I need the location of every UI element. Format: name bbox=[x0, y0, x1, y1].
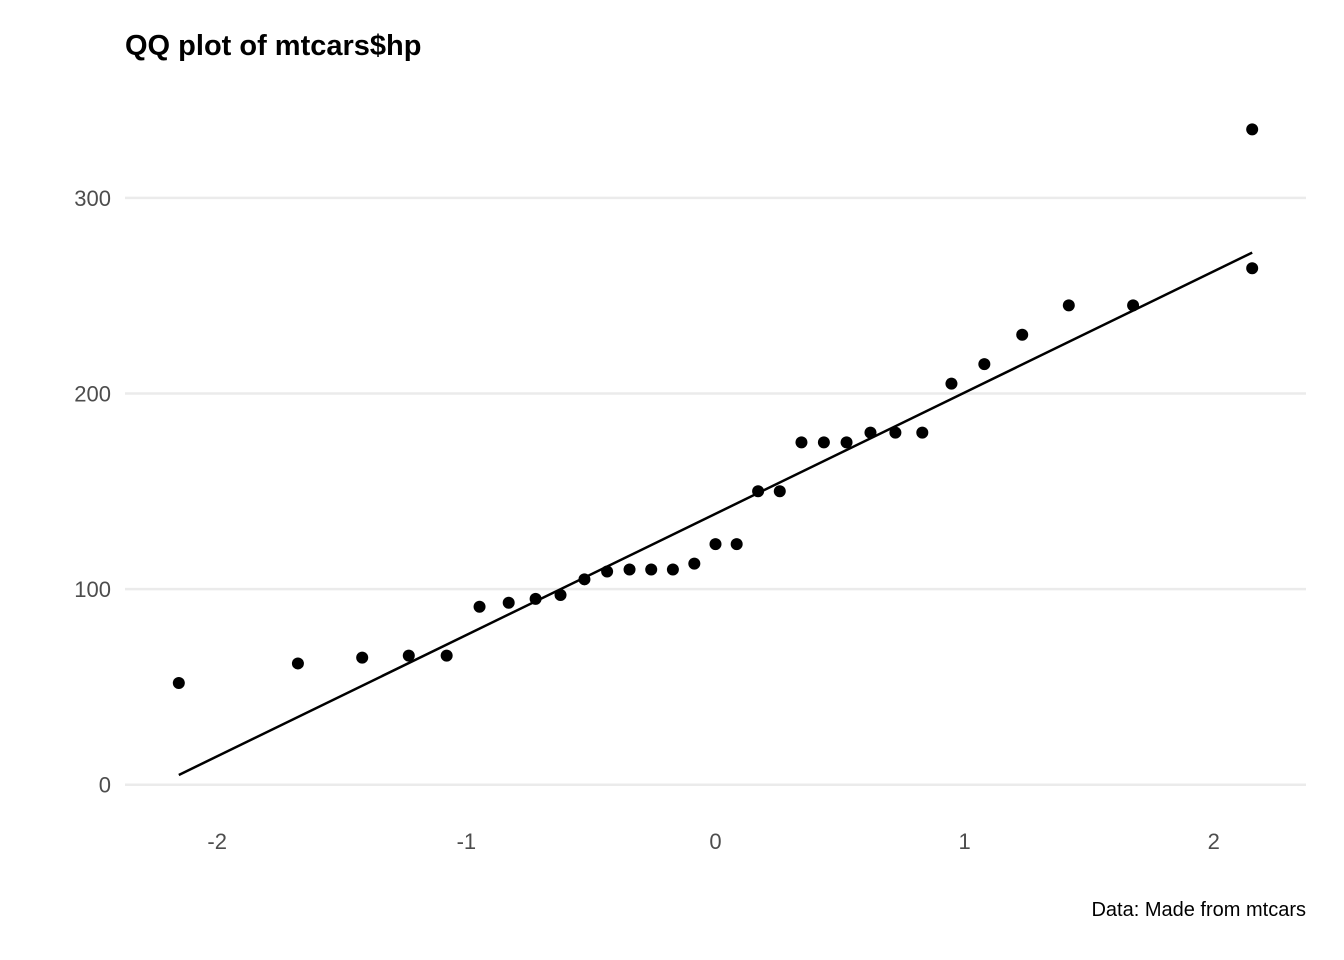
chart-title: QQ plot of mtcars$hp bbox=[125, 30, 422, 62]
data-point-32 bbox=[1246, 123, 1259, 136]
data-point-25 bbox=[916, 426, 929, 439]
data-point-20 bbox=[795, 436, 808, 449]
data-point-19 bbox=[773, 485, 786, 498]
data-point-27 bbox=[978, 358, 991, 371]
data-point-14 bbox=[666, 563, 679, 576]
data-point-22 bbox=[840, 436, 853, 449]
y-tick-label-300: 300 bbox=[74, 186, 111, 211]
reference-line bbox=[178, 251, 1253, 777]
data-point-15 bbox=[688, 557, 701, 570]
data-point-7 bbox=[502, 596, 515, 609]
data-point-5 bbox=[440, 649, 453, 662]
data-point-13 bbox=[645, 563, 658, 576]
data-point-26 bbox=[945, 377, 958, 390]
data-point-23 bbox=[864, 426, 877, 439]
data-point-10 bbox=[578, 573, 591, 586]
data-point-24 bbox=[889, 426, 902, 439]
data-point-18 bbox=[752, 485, 765, 498]
data-point-29 bbox=[1062, 299, 1075, 312]
x-tick-label-2: 2 bbox=[1208, 829, 1220, 854]
reference-line-group bbox=[178, 251, 1253, 777]
grid-lines bbox=[125, 196, 1306, 786]
data-point-17 bbox=[730, 538, 743, 551]
y-axis-tick-labels: 0 100 200 300 bbox=[74, 186, 111, 798]
data-point-31 bbox=[1246, 262, 1259, 275]
data-points bbox=[172, 123, 1259, 690]
x-axis-tick-labels: -2 -1 0 1 2 bbox=[207, 829, 1220, 854]
data-point-2 bbox=[291, 657, 304, 670]
x-tick-label-1: 1 bbox=[959, 829, 971, 854]
data-point-28 bbox=[1016, 328, 1029, 341]
data-point-6 bbox=[473, 600, 486, 613]
y-tick-label-100: 100 bbox=[74, 577, 111, 602]
y-tick-label-200: 200 bbox=[74, 381, 111, 406]
data-point-3 bbox=[356, 651, 369, 664]
data-point-12 bbox=[623, 563, 636, 576]
x-tick-label--1: -1 bbox=[457, 829, 477, 854]
x-tick-label-0: 0 bbox=[709, 829, 721, 854]
data-point-8 bbox=[529, 592, 542, 605]
data-point-16 bbox=[709, 538, 722, 551]
data-point-1 bbox=[172, 677, 185, 690]
chart-caption: Data: Made from mtcars bbox=[1091, 899, 1306, 921]
data-point-9 bbox=[554, 588, 567, 601]
y-tick-label-0: 0 bbox=[99, 773, 111, 798]
data-point-30 bbox=[1127, 299, 1140, 312]
x-tick-label--2: -2 bbox=[207, 829, 227, 854]
data-point-21 bbox=[817, 436, 830, 449]
data-point-4 bbox=[402, 649, 415, 662]
data-point-11 bbox=[601, 565, 614, 578]
